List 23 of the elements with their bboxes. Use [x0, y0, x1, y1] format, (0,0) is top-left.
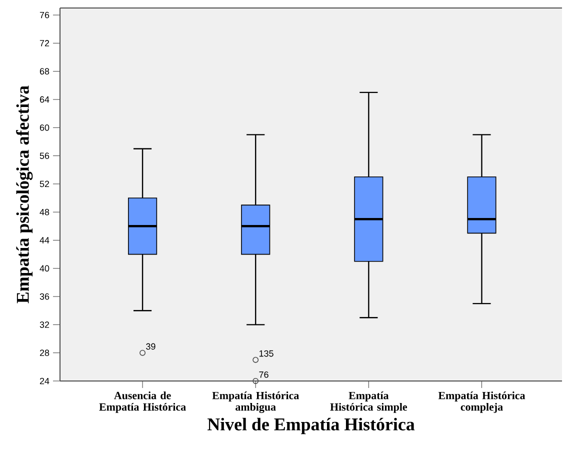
y-tick-label: 32 — [40, 322, 50, 328]
y-tick-label: 76 — [40, 12, 50, 18]
y-tick-label: 72 — [40, 40, 50, 46]
x-tick-label: Empatía Histórica compleja — [438, 392, 526, 413]
y-tick-label: 24 — [40, 378, 50, 384]
y-tick-label: 48 — [40, 208, 50, 216]
x-tick-label: Empatía Histórica ambigua — [212, 392, 299, 413]
x-axis-title: Nivel de Empatía Histórica — [208, 418, 415, 434]
y-tick-label: 64 — [40, 96, 50, 103]
y-tick-label: 52 — [40, 180, 50, 188]
x-tick-label: Empatía Histórica simple — [330, 392, 408, 413]
y-tick-label: 44 — [40, 237, 50, 244]
y-tick-label: 36 — [40, 293, 50, 300]
annotation: 39 — [146, 343, 156, 350]
annotation: 76 — [259, 371, 268, 378]
y-tick-label: 40 — [40, 265, 50, 272]
y-tick-label: 56 — [40, 152, 50, 159]
y-tick-label: 28 — [40, 350, 50, 356]
annotation: 135 — [259, 350, 274, 357]
y-tick-label: 68 — [40, 68, 50, 75]
y-tick-label: 60 — [40, 124, 50, 131]
x-tick-label: Ausencia de Empatía Histórica — [99, 392, 186, 413]
y-axis-title: Empatía psicológica afectiva — [16, 86, 33, 304]
